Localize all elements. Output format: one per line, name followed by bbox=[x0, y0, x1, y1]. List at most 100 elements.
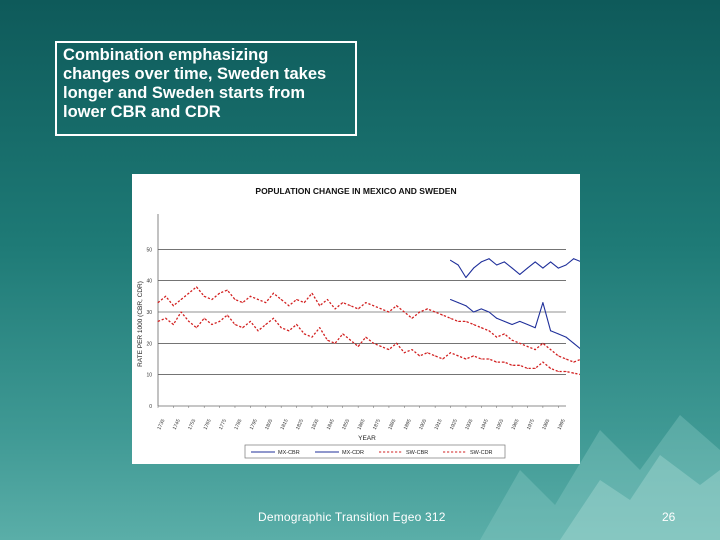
x-tick-label: 1875 bbox=[372, 418, 382, 431]
data-point bbox=[573, 361, 575, 363]
series-mx-cbr bbox=[450, 258, 698, 326]
data-point bbox=[172, 305, 174, 307]
y-tick-label: 40 bbox=[146, 279, 152, 285]
data-point bbox=[157, 302, 159, 304]
data-point bbox=[465, 305, 467, 307]
data-point bbox=[573, 372, 575, 374]
data-point bbox=[488, 311, 490, 313]
x-tick-label: 1855 bbox=[341, 418, 351, 431]
data-point bbox=[196, 286, 197, 288]
data-point bbox=[411, 317, 413, 319]
data-point bbox=[257, 299, 259, 300]
data-point bbox=[511, 339, 513, 341]
series-line-mx-cbr bbox=[450, 258, 698, 326]
data-point bbox=[357, 346, 359, 347]
page-number: 26 bbox=[662, 510, 676, 524]
data-point bbox=[480, 261, 482, 263]
data-point bbox=[365, 336, 367, 338]
data-point bbox=[519, 320, 521, 322]
data-point bbox=[442, 314, 444, 316]
data-point bbox=[450, 352, 451, 354]
data-point bbox=[550, 261, 552, 263]
callout-line: changes over time, Sweden takes bbox=[63, 65, 327, 83]
data-point bbox=[396, 305, 398, 307]
data-point bbox=[350, 339, 351, 341]
data-point bbox=[234, 324, 236, 325]
series-line-sw-cbr bbox=[157, 286, 697, 373]
callout-line: lower CBR and CDR bbox=[63, 103, 221, 121]
data-point bbox=[488, 258, 490, 260]
data-point bbox=[242, 327, 244, 329]
data-point bbox=[465, 277, 467, 278]
data-point bbox=[388, 311, 390, 313]
chart-legend: MX-CBR MX-CDR SW-CBR SW-CDR bbox=[244, 444, 506, 459]
x-tick-label: 1775 bbox=[218, 418, 228, 431]
x-tick-label: 1825 bbox=[295, 418, 305, 431]
data-point bbox=[488, 358, 490, 360]
data-point bbox=[273, 292, 274, 294]
data-point bbox=[419, 355, 421, 357]
data-point bbox=[511, 324, 513, 325]
data-point bbox=[288, 305, 290, 307]
data-point bbox=[319, 305, 321, 307]
data-point bbox=[503, 261, 505, 263]
chart-title: POPULATION CHANGE IN MEXICO AND SWEDEN bbox=[255, 186, 456, 196]
y-tick-label: 10 bbox=[146, 373, 152, 379]
data-point bbox=[565, 336, 567, 338]
y-tick-label: 20 bbox=[146, 341, 152, 347]
data-point bbox=[496, 361, 498, 363]
data-point bbox=[180, 311, 182, 313]
data-point bbox=[265, 302, 267, 304]
data-point bbox=[396, 342, 398, 344]
x-tick-label: 1845 bbox=[326, 418, 336, 431]
data-point bbox=[550, 330, 552, 332]
data-point bbox=[450, 259, 451, 261]
data-point bbox=[426, 352, 428, 354]
data-point bbox=[473, 267, 475, 269]
data-point bbox=[542, 361, 544, 363]
x-tick-label: 1945 bbox=[480, 418, 490, 431]
data-point bbox=[534, 327, 536, 329]
data-point bbox=[303, 333, 305, 335]
x-tick-label: 1755 bbox=[187, 418, 197, 431]
x-tick-label: 1765 bbox=[203, 418, 213, 431]
data-point bbox=[311, 292, 313, 294]
x-tick-label: 1955 bbox=[495, 418, 505, 431]
data-point bbox=[273, 317, 274, 319]
data-point bbox=[542, 267, 544, 269]
footer-text: Demographic Transition Egeo 312 bbox=[258, 510, 446, 524]
series-sw-cbr bbox=[157, 286, 698, 373]
data-point bbox=[265, 324, 267, 325]
data-point bbox=[534, 261, 536, 263]
x-tick-label: 1865 bbox=[357, 418, 367, 431]
data-point bbox=[450, 317, 451, 319]
x-tick-label: 1795 bbox=[249, 418, 259, 431]
data-point bbox=[480, 308, 482, 310]
data-point bbox=[303, 302, 305, 304]
data-point bbox=[457, 264, 459, 266]
x-tick-label: 1915 bbox=[434, 418, 444, 431]
data-point bbox=[503, 333, 505, 335]
data-point bbox=[172, 324, 174, 325]
data-point bbox=[473, 324, 475, 325]
data-point bbox=[511, 267, 513, 269]
data-point bbox=[311, 336, 313, 338]
data-point bbox=[380, 346, 382, 347]
data-point bbox=[503, 320, 505, 322]
data-point bbox=[373, 342, 374, 344]
data-point bbox=[196, 327, 197, 329]
data-point bbox=[457, 355, 459, 357]
data-point bbox=[480, 327, 482, 329]
x-tick-label: 1885 bbox=[387, 418, 397, 431]
data-point bbox=[188, 292, 190, 294]
data-point bbox=[203, 295, 205, 297]
data-point bbox=[280, 327, 282, 329]
data-point bbox=[403, 311, 405, 313]
legend-label: MX-CDR bbox=[342, 450, 364, 456]
data-point bbox=[465, 358, 467, 360]
x-tick-label: 1925 bbox=[449, 418, 459, 431]
data-point bbox=[319, 327, 321, 329]
data-point bbox=[334, 308, 336, 310]
series-mx-cdr bbox=[450, 298, 698, 391]
